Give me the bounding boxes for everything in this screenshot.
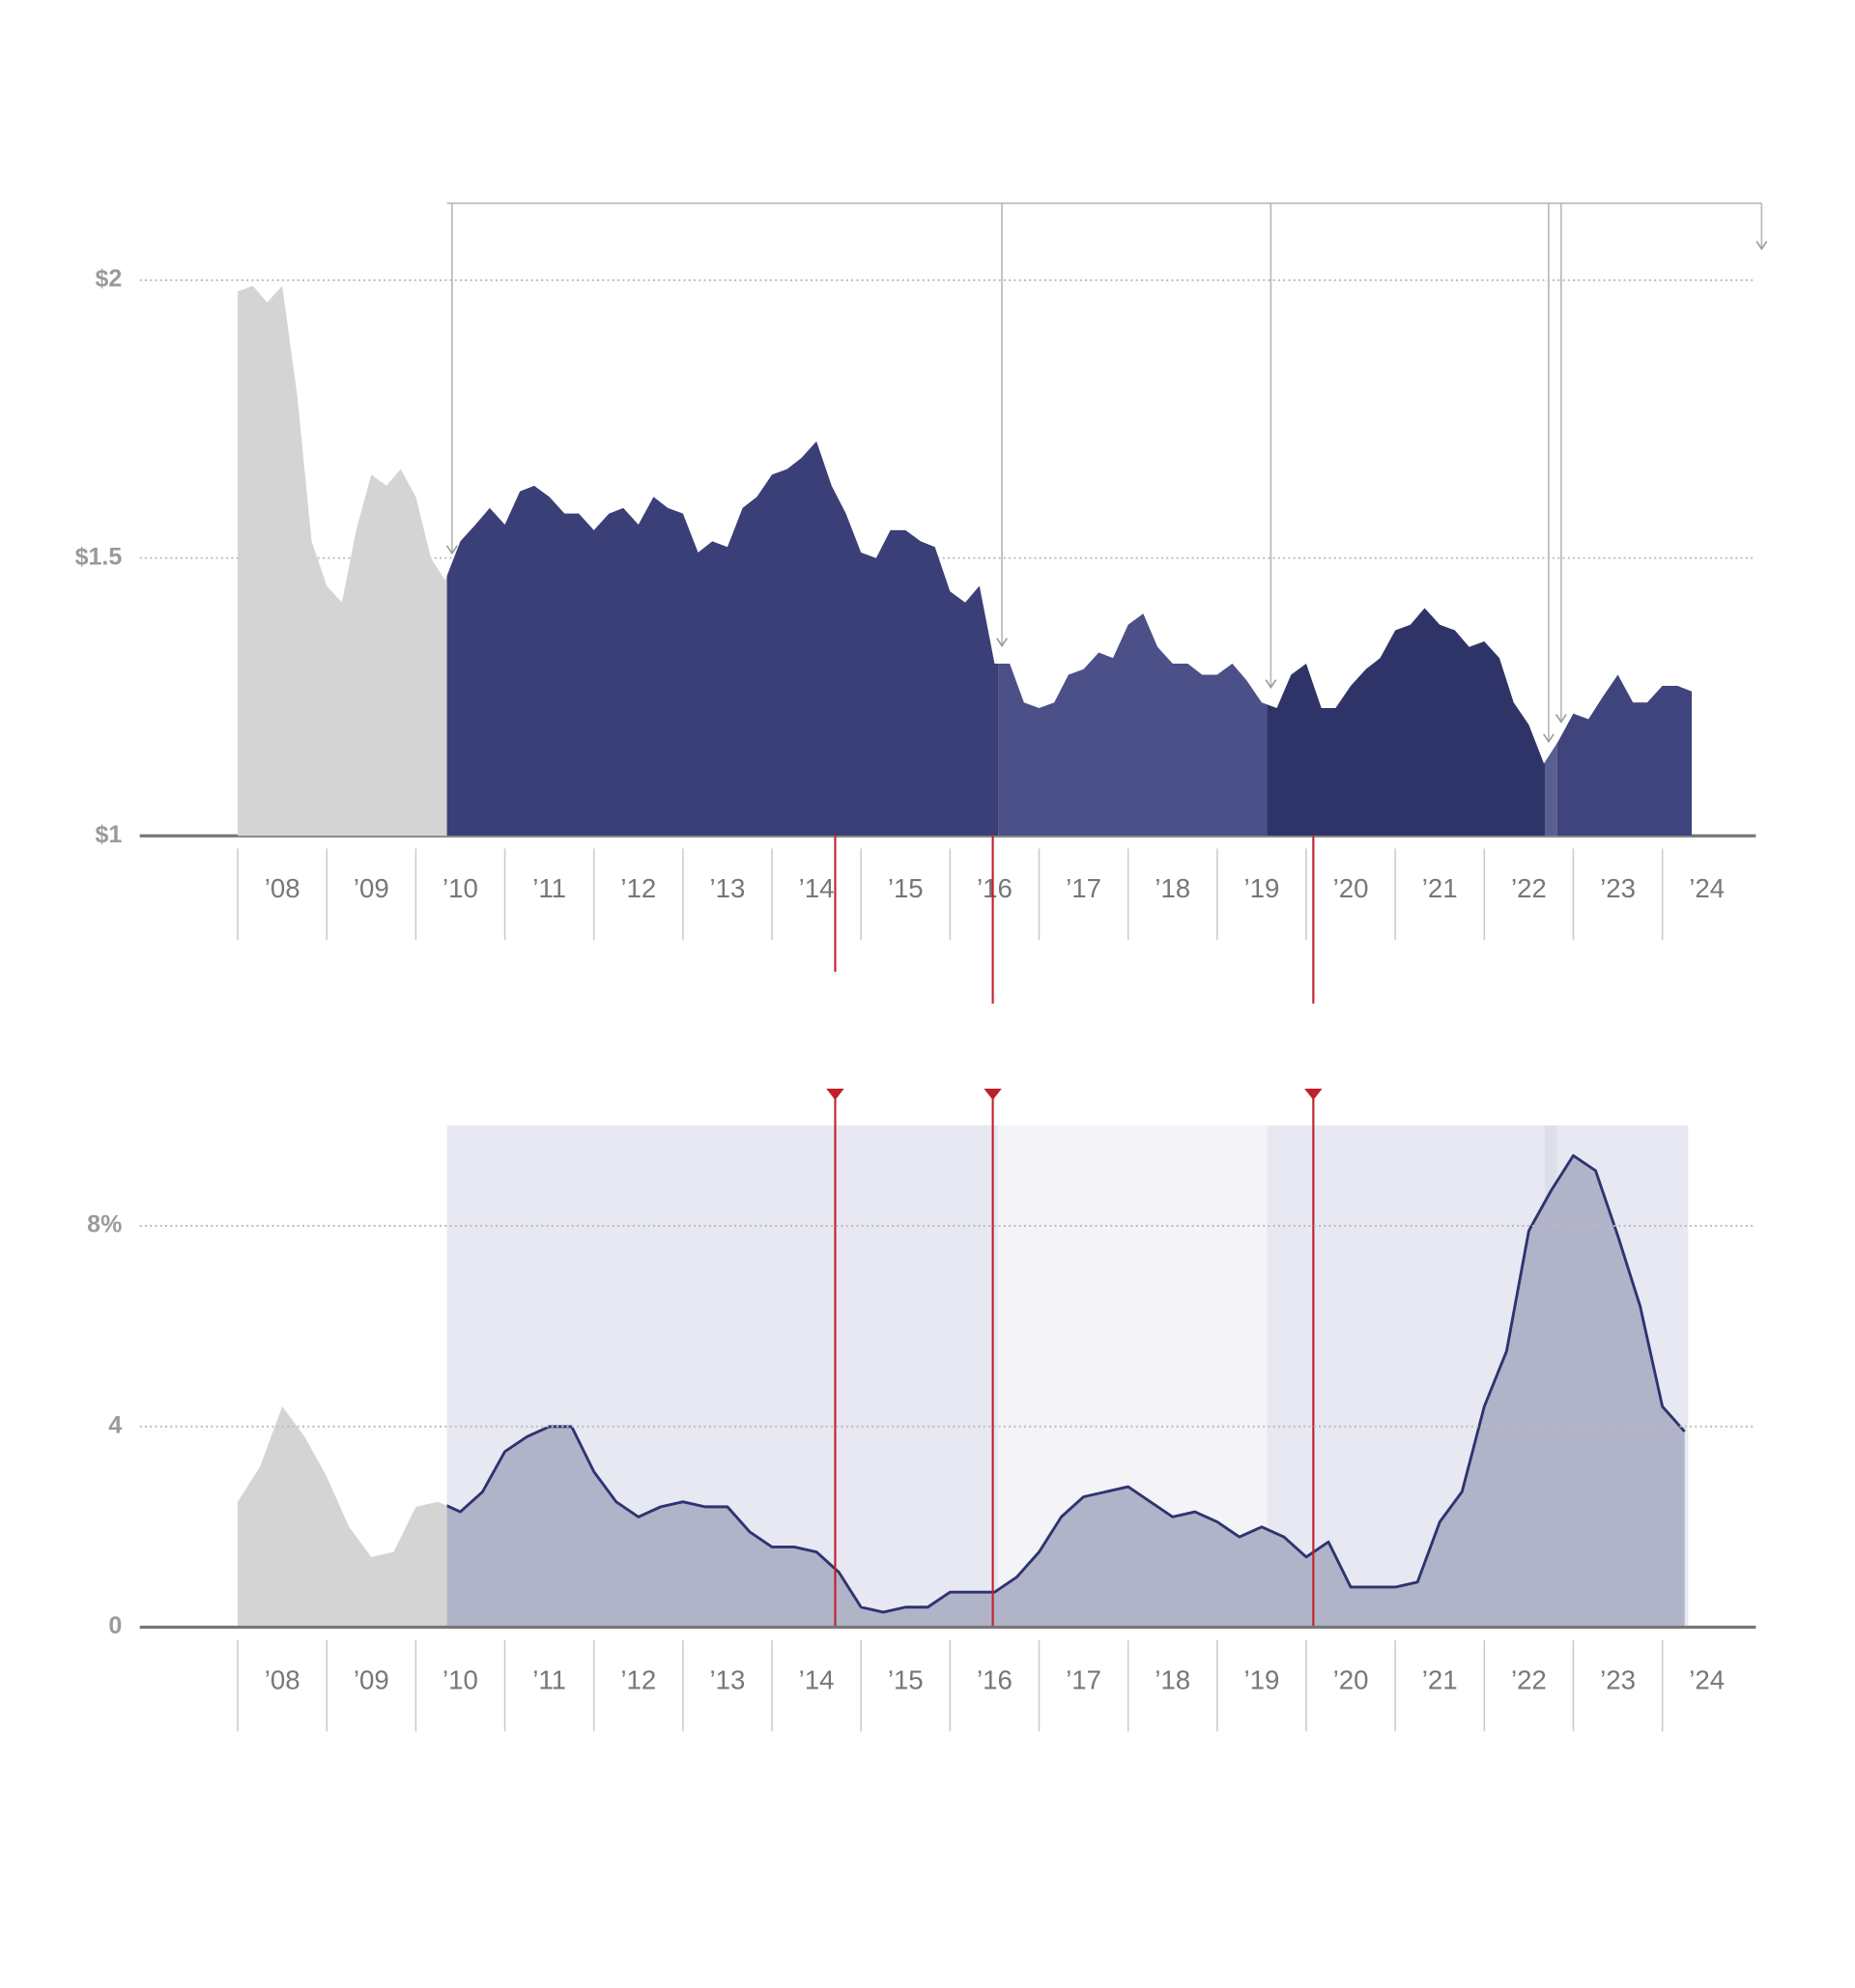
y-tick-label: 0 [108,1612,122,1639]
y-tick-label: $1 [95,821,122,848]
x-tick-label: ’19 [1243,1664,1279,1694]
arrow-head [445,545,458,555]
event-marker [1304,1088,1323,1100]
x-tick-label: ’22 [1511,1664,1547,1694]
x-tick-label: ’14 [799,873,835,903]
period-area [1556,285,1693,837]
x-tick-label: ’23 [1600,873,1636,903]
highlight-area [446,1155,1685,1628]
x-tick-label: ’16 [977,873,1013,903]
x-tick-label: ’24 [1689,1664,1725,1694]
arrow-head [1555,714,1567,724]
x-tick-label: ’22 [1511,873,1547,903]
x-tick-label: ’13 [710,873,746,903]
x-tick-label: ’14 [799,1664,835,1694]
arrow-head [1542,733,1555,744]
x-tick-label: ’15 [888,1664,924,1694]
arrow-head [1265,679,1277,689]
x-tick-label: ’16 [977,1664,1013,1694]
arrow-head [996,638,1008,647]
y-tick-label: 4 [108,1411,122,1438]
event-marker [826,1088,844,1100]
x-tick-label: ’19 [1243,873,1279,903]
period-area [446,285,999,837]
event-marker [984,1088,1002,1100]
x-tick-label: ’20 [1333,1664,1369,1694]
x-tick-label: ’21 [1422,873,1458,903]
x-tick-label: ’09 [354,873,389,903]
x-tick-label: ’13 [710,1664,746,1694]
x-tick-label: ’11 [532,873,566,903]
x-tick-label: ’23 [1600,1664,1636,1694]
period-area [1267,285,1545,837]
period-area [998,285,1268,837]
x-tick-label: ’10 [442,873,478,903]
x-tick-label: ’09 [354,1664,389,1694]
x-tick-label: ’12 [620,873,656,903]
x-tick-label: ’11 [532,1664,566,1694]
x-tick-label: ’24 [1689,873,1725,903]
x-tick-label: ’21 [1422,1664,1458,1694]
y-tick-label: $2 [95,266,122,293]
y-tick-label: $1.5 [75,543,123,570]
line [446,1153,1686,1614]
x-tick-label: ’18 [1155,873,1190,903]
x-tick-label: ’12 [620,1664,656,1694]
x-tick-label: ’20 [1333,873,1369,903]
x-tick-label: ’18 [1155,1664,1190,1694]
arrow-head [1755,241,1768,251]
x-tick-label: ’15 [888,873,924,903]
y-tick-label: 8% [87,1211,122,1238]
x-tick-label: ’08 [265,873,300,903]
x-tick-label: ’08 [265,1664,300,1694]
x-tick-label: ’17 [1066,873,1101,903]
x-tick-label: ’10 [442,1664,478,1694]
x-tick-label: ’17 [1066,1664,1101,1694]
